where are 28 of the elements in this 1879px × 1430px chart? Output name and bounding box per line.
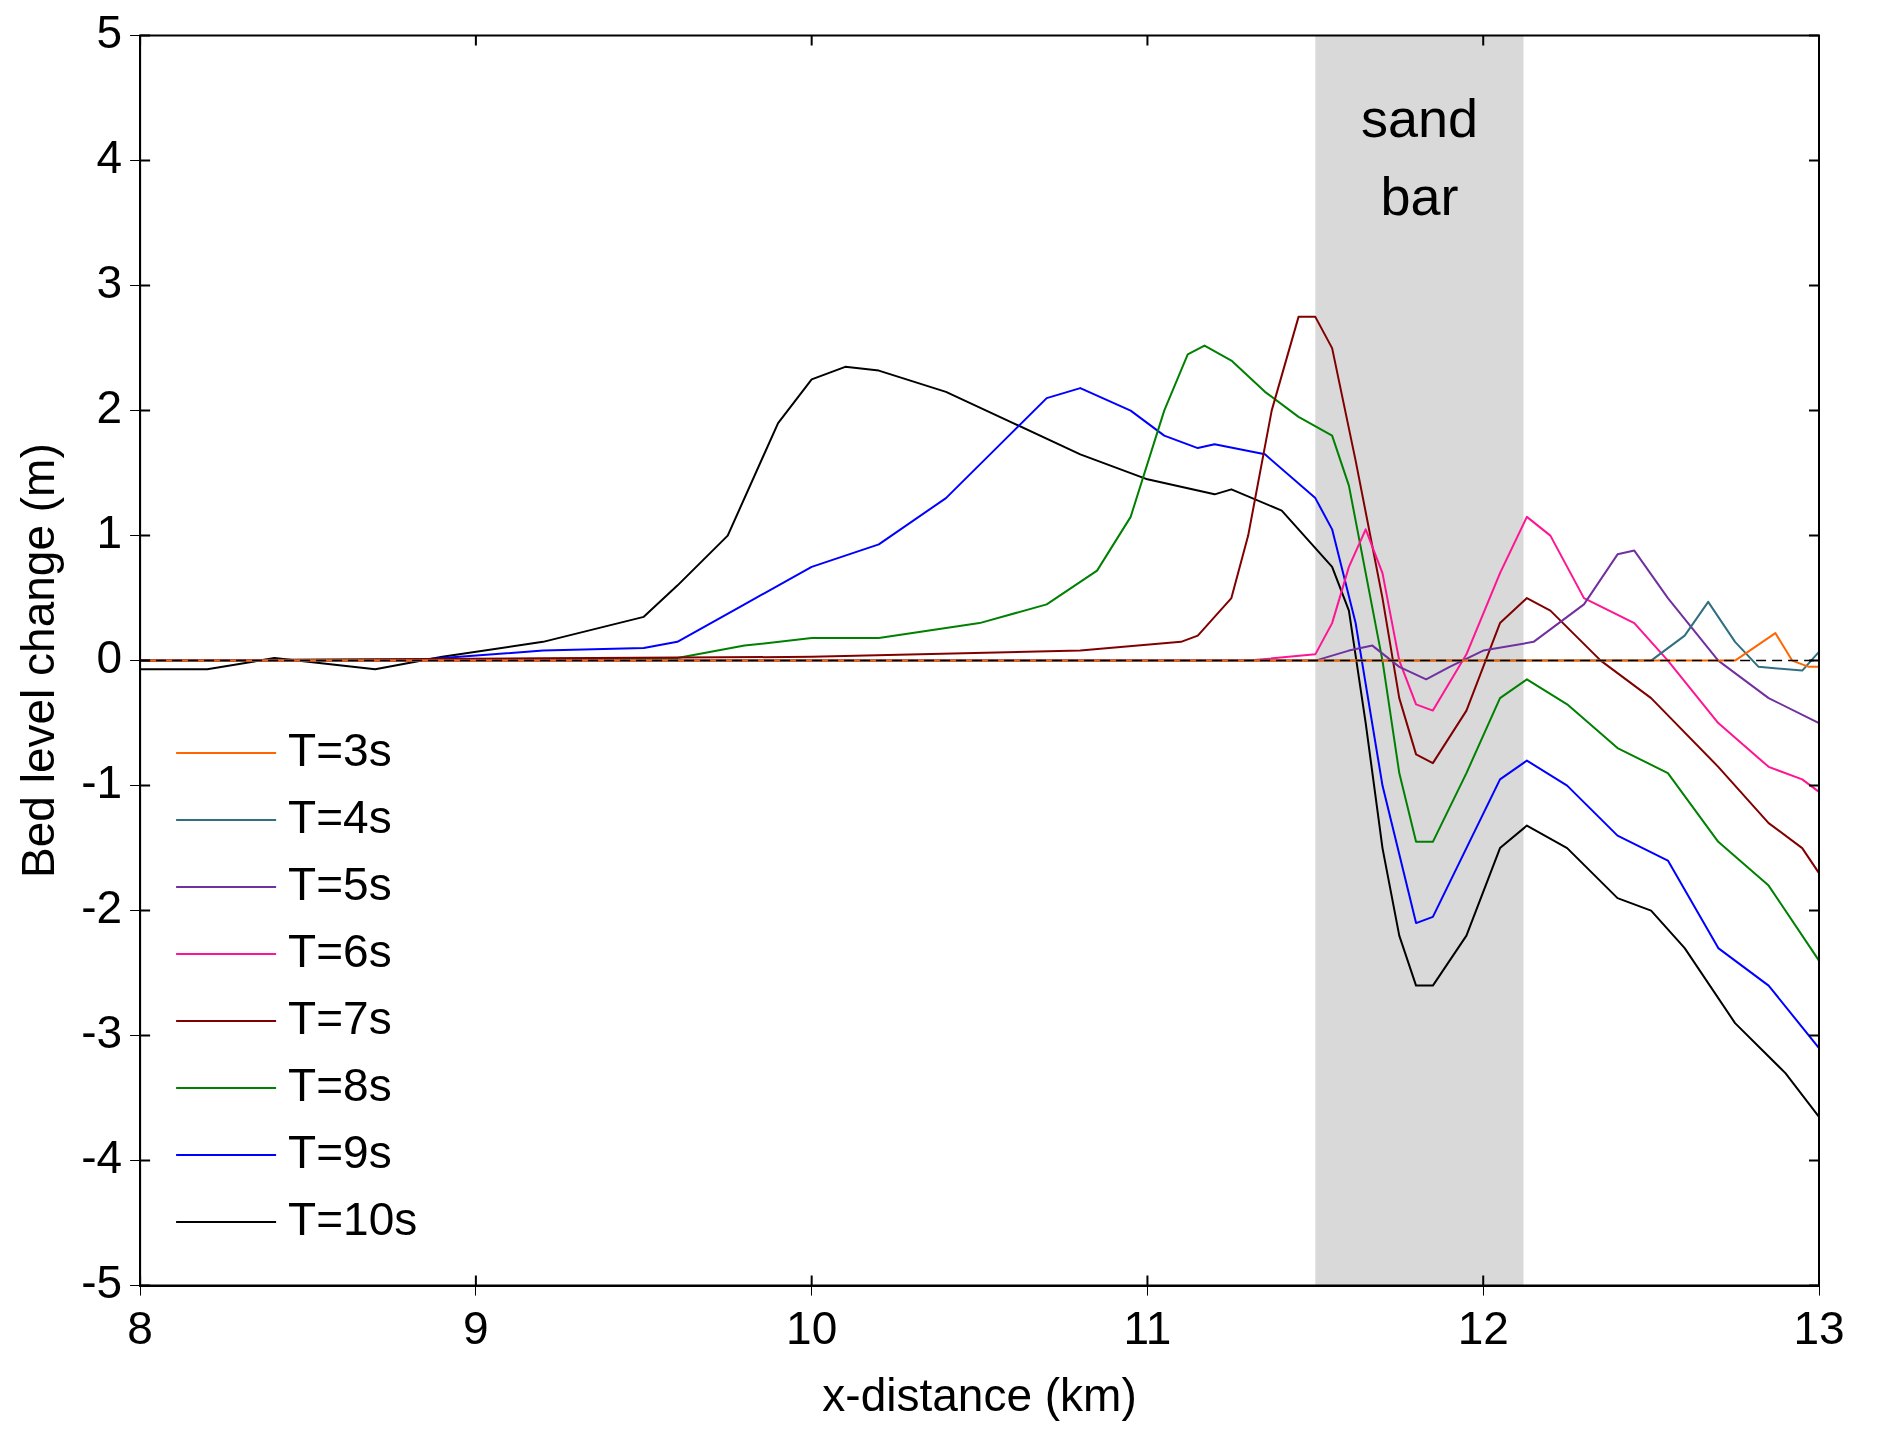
y-tick-label: 3 <box>96 256 123 309</box>
legend-label: T=4s <box>288 790 392 843</box>
x-tick-label: 13 <box>1793 1301 1845 1354</box>
y-tick-label: 1 <box>96 506 123 559</box>
legend-label: T=10s <box>288 1192 418 1245</box>
x-axis-title: x-distance (km) <box>822 1369 1137 1422</box>
legend-label: T=6s <box>288 924 392 977</box>
y-tick-label: 4 <box>96 131 123 184</box>
legend-label: T=3s <box>288 723 392 776</box>
y-tick-label: -5 <box>81 1256 123 1309</box>
x-tick-label: 10 <box>786 1301 838 1354</box>
y-tick-label: -4 <box>81 1131 123 1184</box>
legend-label: T=7s <box>288 991 392 1044</box>
x-tick-label: 9 <box>463 1301 489 1354</box>
y-tick-label: 2 <box>96 381 123 434</box>
band-label: sand bar <box>1360 88 1478 227</box>
x-tick-label: 8 <box>127 1301 153 1354</box>
legend-label: T=5s <box>288 857 392 910</box>
legend-label: T=8s <box>288 1058 392 1111</box>
y-tick-label: 5 <box>96 6 123 59</box>
y-tick-label: -1 <box>81 756 123 809</box>
y-tick-label: -2 <box>81 881 123 934</box>
x-tick-label: 12 <box>1457 1301 1509 1354</box>
y-tick-label: -3 <box>81 1006 123 1059</box>
legend-label: T=9s <box>288 1125 392 1178</box>
y-axis-title: Bed level change (m) <box>12 443 65 878</box>
y-tick-label: 0 <box>96 631 123 684</box>
x-tick-label: 11 <box>1123 1301 1172 1354</box>
